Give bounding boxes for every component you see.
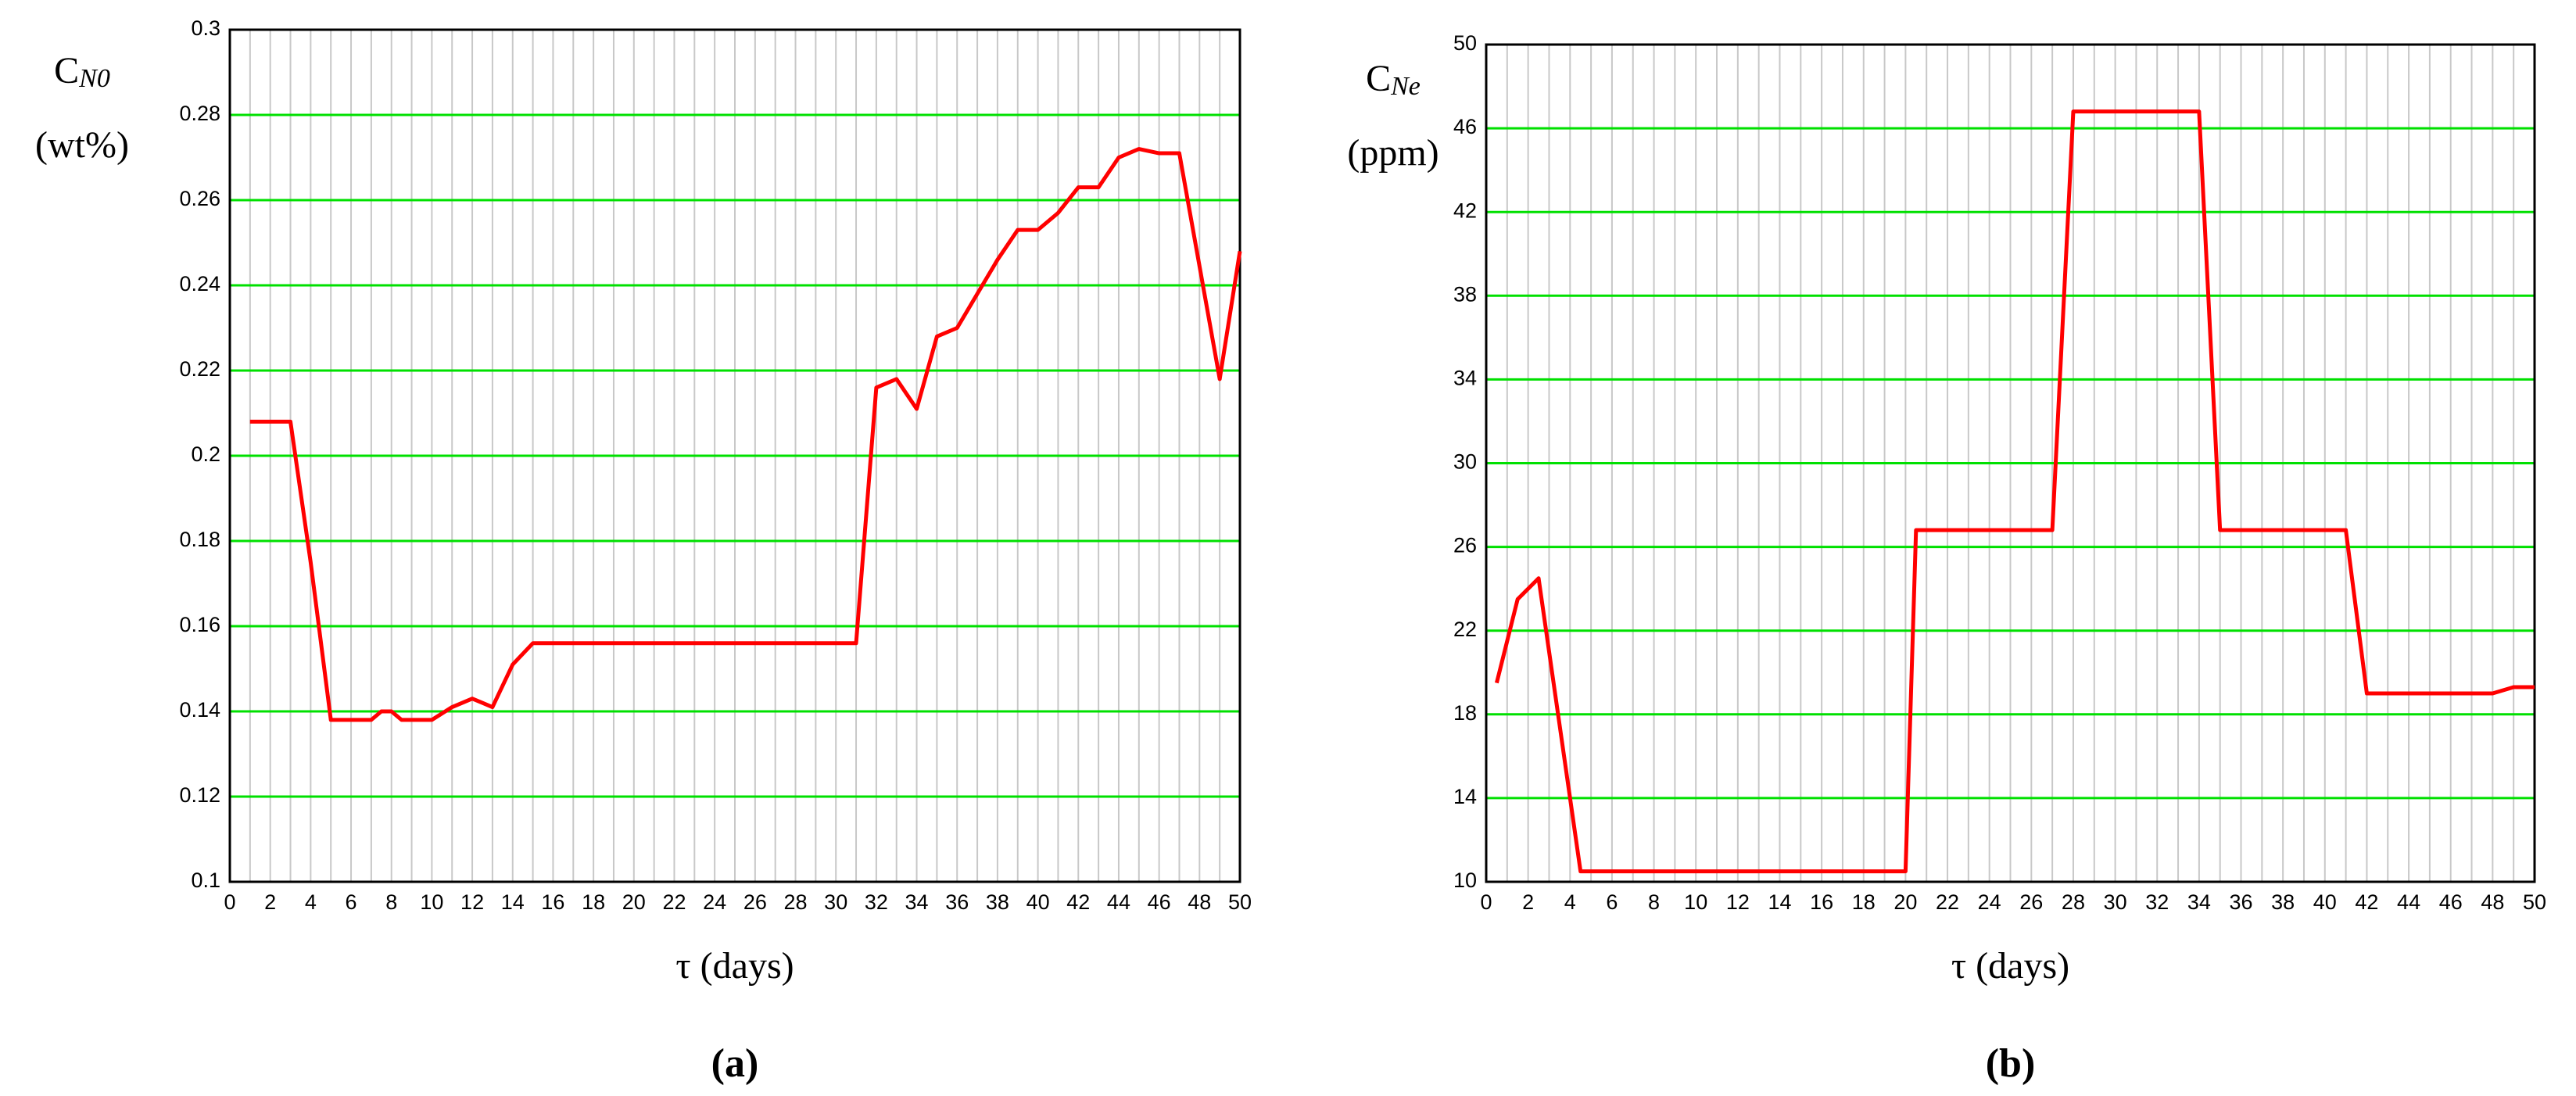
x-tick-label: 28 bbox=[783, 890, 807, 914]
y-axis-label: CN0 bbox=[54, 50, 110, 93]
x-tick-label: 12 bbox=[460, 890, 484, 914]
y-tick-label: 0.26 bbox=[179, 187, 220, 210]
x-tick-label: 22 bbox=[1936, 890, 1959, 914]
x-axis-label: τ (days) bbox=[1951, 945, 2069, 987]
x-tick-label: 6 bbox=[1606, 890, 1618, 914]
x-tick-label: 30 bbox=[824, 890, 847, 914]
y-tick-label: 0.28 bbox=[179, 102, 220, 125]
x-tick-label: 20 bbox=[622, 890, 646, 914]
panel-label: (b) bbox=[1986, 1041, 2036, 1086]
y-tick-label: 46 bbox=[1453, 115, 1477, 138]
plot-frame bbox=[228, 28, 1241, 883]
x-tick-label: 44 bbox=[2397, 890, 2420, 914]
x-tick-label: 14 bbox=[501, 890, 525, 914]
y-tick-label: 0.18 bbox=[179, 528, 220, 551]
x-tick-label: 48 bbox=[1188, 890, 1211, 914]
x-tick-label: 50 bbox=[1228, 890, 1252, 914]
x-tick-label: 4 bbox=[1564, 890, 1576, 914]
plot-frame bbox=[1485, 43, 2536, 883]
x-tick-label: 38 bbox=[986, 890, 1009, 914]
x-tick-label: 0 bbox=[224, 890, 235, 914]
x-tick-label: 18 bbox=[1852, 890, 1876, 914]
y-tick-label: 0.12 bbox=[179, 783, 220, 807]
y-axis-symbol: C bbox=[1366, 58, 1391, 99]
panel-label: (a) bbox=[711, 1041, 759, 1086]
y-tick-label: 34 bbox=[1453, 367, 1477, 390]
y-tick-label: 50 bbox=[1453, 31, 1477, 55]
x-tick-label: 38 bbox=[2271, 890, 2295, 914]
x-tick-label: 2 bbox=[264, 890, 276, 914]
y-tick-label: 30 bbox=[1453, 450, 1477, 474]
y-axis-unit: (ppm) bbox=[1347, 132, 1438, 174]
x-tick-label: 18 bbox=[582, 890, 605, 914]
x-tick-label: 34 bbox=[2187, 890, 2211, 914]
y-tick-label: 0.24 bbox=[179, 272, 220, 295]
y-tick-label: 18 bbox=[1453, 701, 1477, 725]
x-tick-label: 8 bbox=[385, 890, 397, 914]
y-axis-subscript: N0 bbox=[78, 64, 110, 93]
x-tick-label: 32 bbox=[865, 890, 888, 914]
x-tick-label: 24 bbox=[703, 890, 726, 914]
y-tick-label: 0.2 bbox=[191, 442, 220, 466]
x-tick-label: 30 bbox=[2104, 890, 2127, 914]
y-axis-subscript: Ne bbox=[1390, 72, 1421, 101]
x-tick-label: 20 bbox=[1893, 890, 1917, 914]
data-line bbox=[1494, 109, 2535, 874]
y-axis-symbol: C bbox=[54, 50, 79, 91]
y-tick-label: 42 bbox=[1453, 199, 1477, 222]
y-tick-label: 22 bbox=[1453, 618, 1477, 641]
x-tick-label: 8 bbox=[1648, 890, 1660, 914]
y-tick-label: 26 bbox=[1453, 534, 1477, 557]
y-tick-label: 10 bbox=[1453, 869, 1477, 892]
x-tick-label: 48 bbox=[2481, 890, 2504, 914]
x-tick-label: 34 bbox=[905, 890, 929, 914]
x-tick-label: 32 bbox=[2145, 890, 2169, 914]
x-tick-label: 42 bbox=[2355, 890, 2378, 914]
x-tick-label: 2 bbox=[1522, 890, 1534, 914]
data-line bbox=[249, 147, 1242, 722]
x-tick-label: 24 bbox=[1978, 890, 2001, 914]
x-tick-label: 42 bbox=[1066, 890, 1090, 914]
y-tick-label: 38 bbox=[1453, 282, 1477, 306]
x-tick-label: 10 bbox=[420, 890, 443, 914]
x-tick-label: 16 bbox=[1810, 890, 1833, 914]
x-tick-label: 36 bbox=[2229, 890, 2252, 914]
x-tick-label: 40 bbox=[2313, 890, 2337, 914]
x-tick-label: 44 bbox=[1107, 890, 1130, 914]
y-axis-unit: (wt%) bbox=[35, 124, 129, 166]
y-tick-label: 0.3 bbox=[191, 16, 220, 40]
x-tick-label: 28 bbox=[2062, 890, 2085, 914]
y-tick-label: 14 bbox=[1453, 785, 1477, 808]
x-tick-label: 46 bbox=[1148, 890, 1171, 914]
y-tick-label: 0.1 bbox=[191, 869, 220, 892]
y-axis-label: CNe bbox=[1366, 58, 1421, 101]
y-tick-label: 0.14 bbox=[179, 698, 220, 722]
y-tick-label: 0.16 bbox=[179, 613, 220, 636]
x-tick-label: 26 bbox=[2019, 890, 2043, 914]
x-tick-label: 36 bbox=[945, 890, 969, 914]
x-axis-label: τ (days) bbox=[675, 945, 794, 987]
x-tick-label: 14 bbox=[1768, 890, 1791, 914]
x-tick-label: 10 bbox=[1684, 890, 1707, 914]
x-tick-label: 0 bbox=[1480, 890, 1492, 914]
x-tick-label: 6 bbox=[346, 890, 357, 914]
x-tick-label: 50 bbox=[2523, 890, 2546, 914]
x-tick-label: 22 bbox=[662, 890, 686, 914]
x-tick-label: 4 bbox=[305, 890, 317, 914]
y-tick-label: 0.22 bbox=[179, 357, 220, 381]
x-tick-label: 12 bbox=[1726, 890, 1750, 914]
x-tick-label: 46 bbox=[2439, 890, 2463, 914]
x-tick-label: 26 bbox=[743, 890, 767, 914]
x-tick-label: 40 bbox=[1026, 890, 1050, 914]
x-tick-label: 16 bbox=[541, 890, 564, 914]
